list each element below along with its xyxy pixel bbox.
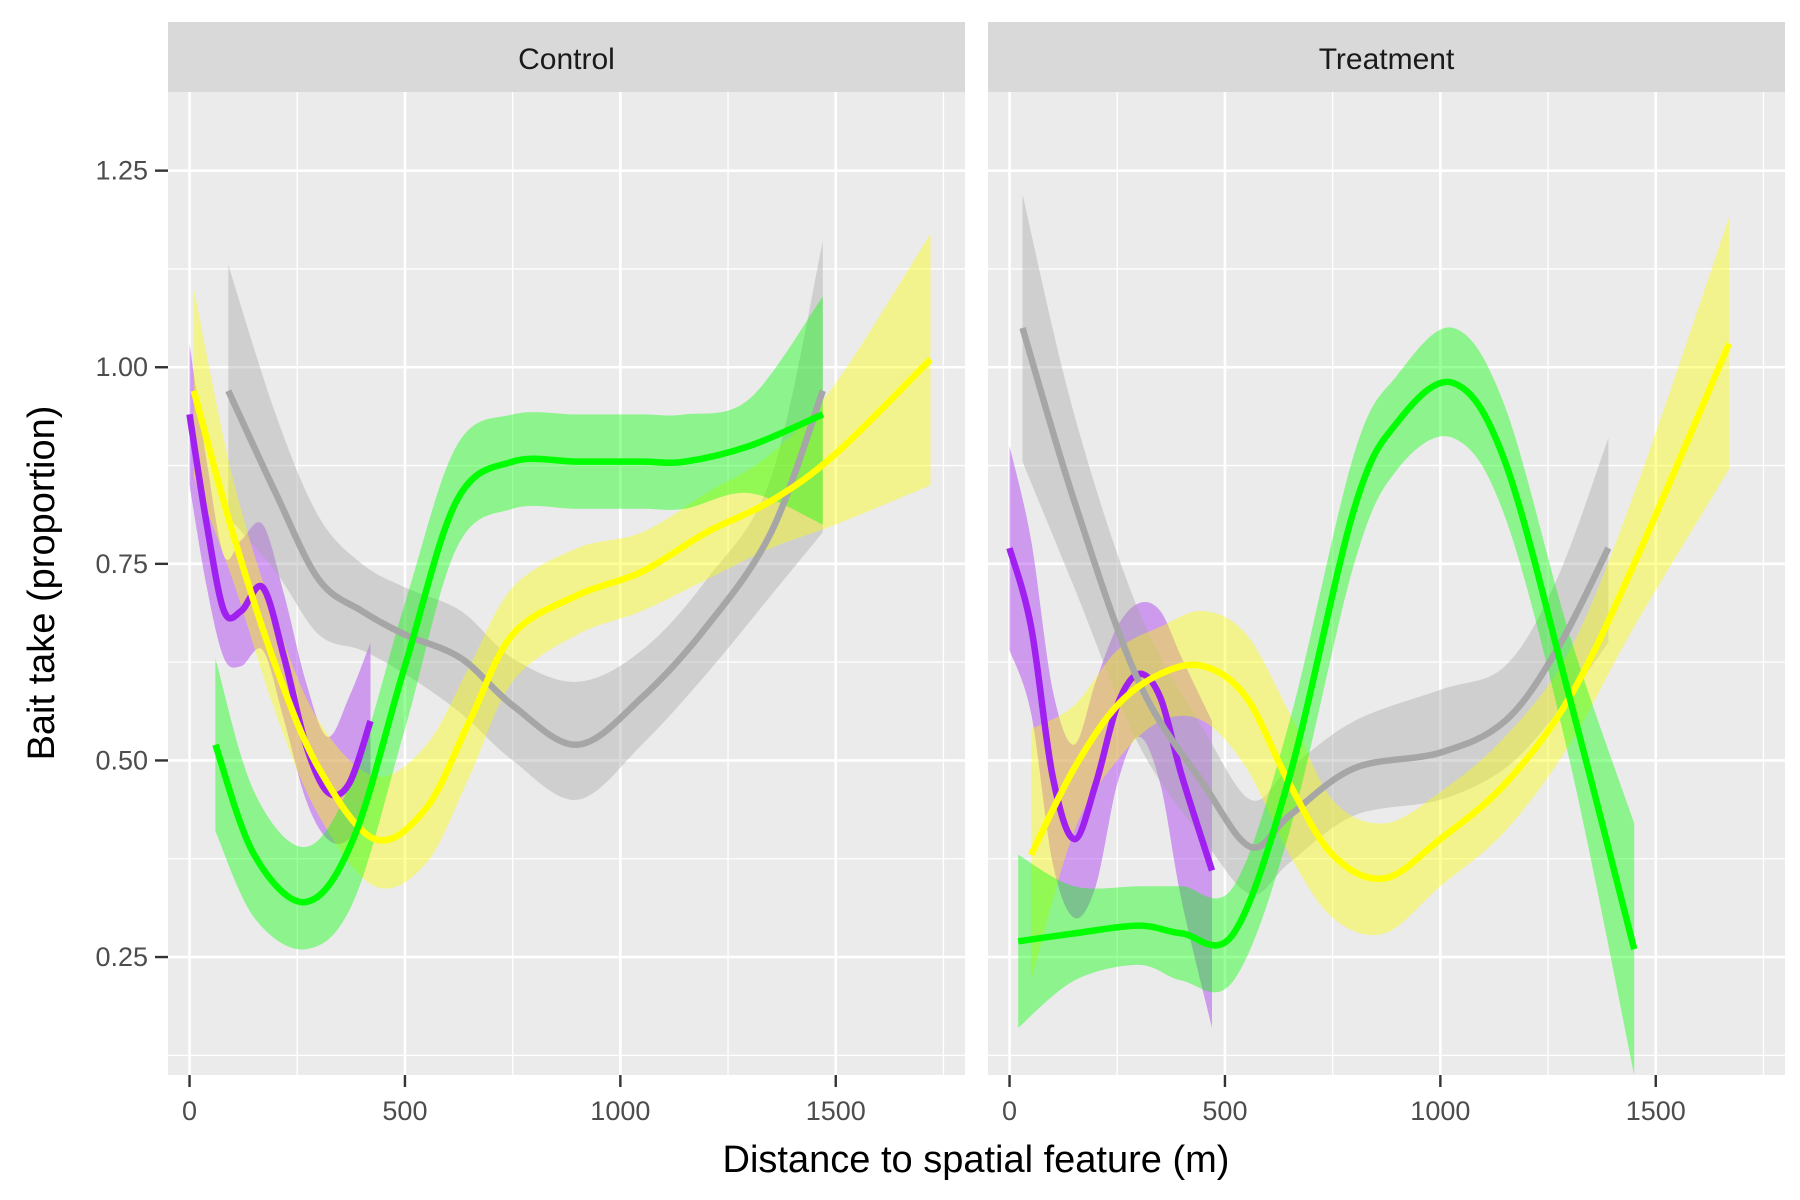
series-lines-treatment [1006, 326, 1732, 951]
strip-label-control: Control [518, 43, 615, 76]
series-line-yellow [190, 357, 933, 844]
strip-treatment [988, 22, 1785, 92]
ci-ribbon-yellow [193, 233, 931, 889]
ci-ribbon-purple [189, 343, 371, 844]
x-axis-title: Distance to spatial feature (m) [723, 1139, 1230, 1181]
gridlines-control [168, 92, 965, 1075]
ci-ribbon-green [1018, 327, 1635, 1076]
x-axis-control: 0 500 1000 1500 [182, 1075, 866, 1126]
x-tick-label: 0 [1002, 1096, 1017, 1126]
x-axis-treatment: 0 500 1000 1500 [1002, 1075, 1686, 1126]
x-tick-label: 500 [1202, 1096, 1247, 1126]
series-line-yellow [1028, 342, 1732, 883]
series-line-green [1017, 378, 1638, 951]
y-tick-label: 0.25 [95, 942, 148, 972]
x-tick-label: 0 [182, 1096, 197, 1126]
series-line-grey [225, 389, 826, 748]
panel-control: Control [168, 22, 965, 1075]
gridlines-treatment [988, 92, 1785, 1075]
y-tick-label: 1.00 [95, 352, 148, 382]
series-lines-control [186, 357, 933, 906]
series-line-green [212, 411, 825, 906]
y-tick-label: 1.25 [95, 156, 148, 186]
strip-control [168, 22, 965, 92]
plot-area-control [168, 92, 965, 1075]
strip-label-treatment: Treatment [1319, 43, 1455, 76]
x-tick-label: 1000 [590, 1096, 650, 1126]
panel-treatment: Treatment [988, 22, 1785, 1076]
x-tick-label: 1000 [1410, 1096, 1470, 1126]
plot-area-treatment [988, 92, 1785, 1075]
y-tick-label: 0.50 [95, 745, 148, 775]
y-tick-label: 0.75 [95, 549, 148, 579]
x-tick-label: 500 [382, 1096, 427, 1126]
x-tick-label: 1500 [806, 1096, 866, 1126]
y-axis-title: Bait take (proportion) [21, 406, 63, 761]
x-tick-label: 1500 [1626, 1096, 1686, 1126]
y-axis: 0.25 0.50 0.75 1.00 1.25 [95, 156, 168, 972]
ci-ribbon-yellow [1031, 217, 1729, 981]
